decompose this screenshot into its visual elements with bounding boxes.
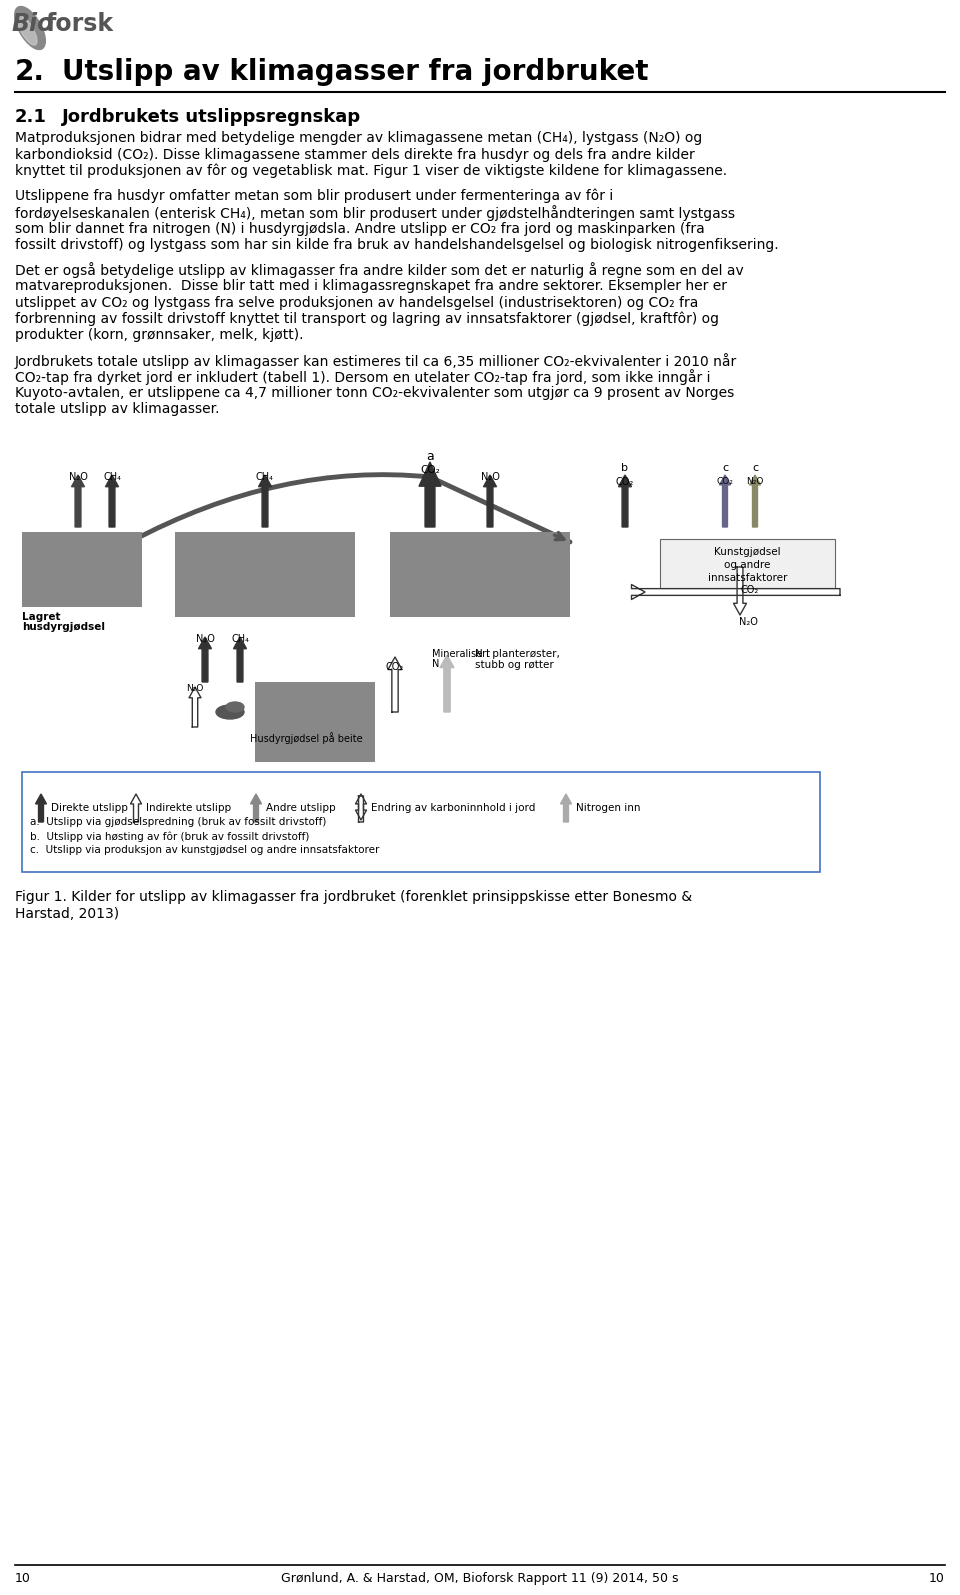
Polygon shape [388, 657, 402, 711]
Text: c: c [722, 463, 728, 474]
Text: Indirekte utslipp: Indirekte utslipp [146, 802, 231, 813]
Text: som blir dannet fra nitrogen (N) i husdyrgjødsla. Andre utslipp er CO₂ fra jord : som blir dannet fra nitrogen (N) i husdy… [15, 222, 705, 236]
Text: CO₂-tap fra dyrket jord er inkludert (tabell 1). Dersom en utelater CO₂-tap fra : CO₂-tap fra dyrket jord er inkludert (ta… [15, 370, 710, 386]
Polygon shape [719, 475, 731, 526]
Text: Husdyrgjødsel på beite: Husdyrgjødsel på beite [250, 732, 363, 743]
Polygon shape [561, 794, 571, 821]
Text: CO₂: CO₂ [420, 466, 440, 475]
Bar [255, 683, 375, 762]
Text: N₂O: N₂O [746, 477, 764, 486]
Text: b: b [621, 463, 629, 474]
Text: Andre utslipp: Andre utslipp [266, 802, 336, 813]
Ellipse shape [226, 702, 244, 711]
Text: totale utslipp av klimagasser.: totale utslipp av klimagasser. [15, 402, 220, 416]
Text: Kuyoto-avtalen, er utslippene ca 4,7 millioner tonn CO₂-ekvivalenter som utgjør : Kuyoto-avtalen, er utslippene ca 4,7 mil… [15, 386, 734, 400]
Polygon shape [733, 566, 747, 616]
Polygon shape [355, 794, 367, 821]
Bar [22, 533, 142, 608]
Text: Figur 1. Kilder for utslipp av klimagasser fra jordbruket (forenklet prinsippski: Figur 1. Kilder for utslipp av klimagass… [15, 890, 692, 904]
Text: forbrenning av fossilt drivstoff knyttet til transport og lagring av innsatsfakt: forbrenning av fossilt drivstoff knyttet… [15, 313, 719, 327]
Text: b.  Utslipp via høsting av fôr (bruk av fossilt drivstoff): b. Utslipp via høsting av fôr (bruk av f… [30, 831, 309, 842]
Text: 2.1: 2.1 [15, 108, 47, 126]
Polygon shape [199, 636, 211, 683]
Polygon shape [632, 584, 840, 600]
Polygon shape [233, 636, 247, 683]
Polygon shape [131, 794, 141, 821]
Text: N₂O: N₂O [738, 617, 757, 627]
Text: CH₄: CH₄ [256, 472, 274, 482]
Text: produkter (korn, grønnsaker, melk, kjøtt).: produkter (korn, grønnsaker, melk, kjøtt… [15, 329, 303, 343]
Text: utslippet av CO₂ og lystgass fra selve produksjonen av handelsgelsel (industrise: utslippet av CO₂ og lystgass fra selve p… [15, 295, 698, 309]
Text: c.  Utslipp via produksjon av kunstgjødsel og andre innsatsfaktorer: c. Utslipp via produksjon av kunstgjødse… [30, 845, 379, 855]
Text: Utslippene fra husdyr omfatter metan som blir produsert under fermenteringa av f: Utslippene fra husdyr omfatter metan som… [15, 188, 613, 203]
Polygon shape [419, 463, 441, 526]
Text: CO₂: CO₂ [741, 585, 759, 595]
Polygon shape [36, 794, 46, 821]
Text: Endring av karboninnhold i jord: Endring av karboninnhold i jord [371, 802, 536, 813]
Text: CH₄: CH₄ [103, 472, 121, 482]
Polygon shape [189, 687, 201, 727]
Bar [660, 539, 835, 592]
Text: karbondioksid (CO₂). Disse klimagassene stammer dels direkte fra husdyr og dels : karbondioksid (CO₂). Disse klimagassene … [15, 147, 695, 161]
Text: Kunstgjødsel
og andre
innsatsfaktorer: Kunstgjødsel og andre innsatsfaktorer [708, 547, 787, 584]
Text: knyttet til produksjonen av fôr og vegetablisk mat. Figur 1 viser de viktigste k: knyttet til produksjonen av fôr og veget… [15, 164, 727, 179]
Text: Det er også betydelige utslipp av klimagasser fra andre kilder som det er naturl: Det er også betydelige utslipp av klimag… [15, 263, 744, 279]
Text: CH₄: CH₄ [231, 633, 249, 644]
Text: Jordbrukets utslippsregnskap: Jordbrukets utslippsregnskap [62, 108, 361, 126]
Text: 10: 10 [929, 1573, 945, 1585]
Text: Harstad, 2013): Harstad, 2013) [15, 908, 119, 920]
Text: 2.: 2. [15, 57, 45, 86]
Text: c: c [752, 463, 758, 474]
Text: matvareproduksjonen.  Disse blir tatt med i klimagassregnskapet fra andre sektor: matvareproduksjonen. Disse blir tatt med… [15, 279, 727, 293]
Polygon shape [484, 475, 496, 526]
Polygon shape [106, 475, 118, 526]
Text: a.  Utslipp via gjødselspredning (bruk av fossilt drivstoff): a. Utslipp via gjødselspredning (bruk av… [30, 817, 326, 826]
Text: Nitrogen inn: Nitrogen inn [576, 802, 640, 813]
Polygon shape [750, 475, 760, 526]
Text: 10: 10 [15, 1573, 31, 1585]
Text: Direkte utslipp: Direkte utslipp [51, 802, 128, 813]
Text: husdyrgjødsel: husdyrgjødsel [22, 622, 105, 632]
Bar [22, 772, 820, 872]
Polygon shape [440, 656, 454, 711]
Text: CO₂: CO₂ [616, 477, 635, 486]
Bar [175, 533, 355, 617]
Text: Lagret: Lagret [22, 612, 60, 622]
Text: Grønlund, A. & Harstad, OM, Bioforsk Rapport 11 (9) 2014, 50 s: Grønlund, A. & Harstad, OM, Bioforsk Rap… [281, 1573, 679, 1585]
Polygon shape [71, 475, 84, 526]
Text: N₂O: N₂O [186, 684, 204, 692]
Ellipse shape [14, 6, 45, 49]
Polygon shape [251, 794, 261, 821]
Text: Matproduksjonen bidrar med betydelige mengder av klimagassene metan (CH₄), lystg: Matproduksjonen bidrar med betydelige me… [15, 131, 703, 145]
Text: forsk: forsk [46, 13, 114, 37]
Bar [390, 533, 570, 617]
Text: N₂O: N₂O [196, 633, 214, 644]
Text: fordøyelseskanalen (enterisk CH₄), metan som blir produsert under gjødstelhåndte: fordøyelseskanalen (enterisk CH₄), metan… [15, 206, 735, 222]
Ellipse shape [17, 14, 37, 45]
Text: Bio: Bio [12, 13, 55, 37]
Text: Utslipp av klimagasser fra jordbruket: Utslipp av klimagasser fra jordbruket [62, 57, 649, 86]
Text: Jordbrukets totale utslipp av klimagasser kan estimeres til ca 6,35 millioner CO: Jordbrukets totale utslipp av klimagasse… [15, 352, 737, 368]
Text: Mineralisert: Mineralisert [432, 649, 490, 659]
Text: stubb og røtter: stubb og røtter [475, 660, 554, 670]
Text: CO₂: CO₂ [716, 477, 733, 486]
Text: N₂O: N₂O [68, 472, 87, 482]
Polygon shape [258, 475, 272, 526]
Polygon shape [618, 475, 632, 526]
Text: CO₂: CO₂ [386, 662, 404, 671]
Text: N₂O: N₂O [481, 472, 499, 482]
Text: N i planterøster,: N i planterøster, [475, 649, 560, 659]
Ellipse shape [216, 705, 244, 719]
Text: N: N [432, 659, 440, 668]
Polygon shape [355, 796, 367, 820]
Text: fossilt drivstoff) og lystgass som har sin kilde fra bruk av handelshandelsgelse: fossilt drivstoff) og lystgass som har s… [15, 238, 779, 252]
Text: a: a [426, 450, 434, 463]
